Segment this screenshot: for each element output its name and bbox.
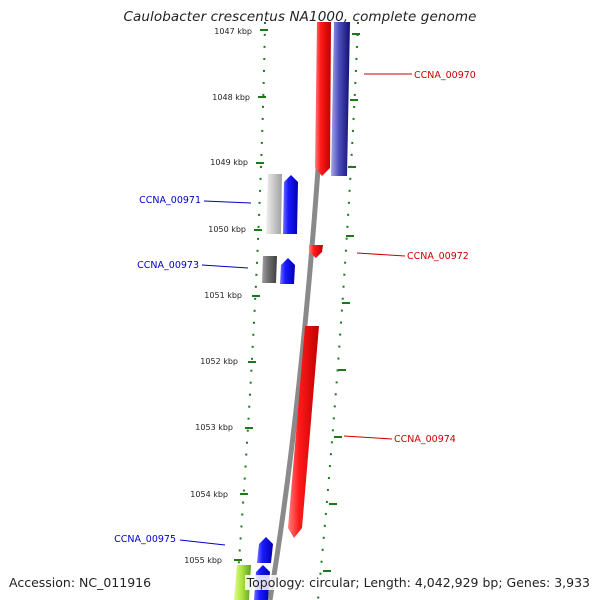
tick-label: 1052 kbp bbox=[200, 357, 238, 366]
tick-label: 1049 kbp bbox=[210, 158, 248, 167]
gene-leader bbox=[203, 200, 252, 204]
tick-label: 1047 kbp bbox=[214, 27, 252, 36]
tick-label: 1054 kbp bbox=[190, 490, 228, 499]
tick-label: 1053 kbp bbox=[195, 423, 233, 432]
gene-ccna-00975[interactable]: CCNA_00975 bbox=[114, 534, 273, 600]
gene-arrow-secondary bbox=[262, 256, 277, 283]
outer-track-left bbox=[235, 21, 266, 600]
gene-arrow bbox=[280, 258, 295, 284]
gene-label: CCNA_00971 bbox=[139, 195, 201, 206]
topology-summary: Topology: circular; Length: 4,042,929 bp… bbox=[244, 575, 590, 590]
gene-label: CCNA_00972 bbox=[407, 251, 469, 262]
gene-label: CCNA_00975 bbox=[114, 534, 176, 545]
gene-arrow bbox=[257, 537, 273, 563]
gene-leader bbox=[356, 252, 406, 257]
gene-label: CCNA_00974 bbox=[394, 434, 456, 445]
gene-arrow bbox=[288, 326, 319, 538]
gene-arrow bbox=[309, 245, 323, 258]
accession-text: Accession: NC_011916 bbox=[9, 575, 152, 590]
gene-ccna-00973[interactable]: CCNA_00973 bbox=[137, 256, 295, 284]
gene-arrow-tail bbox=[234, 565, 251, 600]
genome-title: Caulobacter crescentus NA1000, complete … bbox=[123, 9, 477, 25]
tick-label: 1050 kbp bbox=[208, 225, 246, 234]
gene-arrow-secondary bbox=[331, 22, 350, 176]
gene-ccna-00971[interactable]: CCNA_00971 bbox=[139, 174, 298, 234]
gene-arrow-secondary bbox=[266, 174, 282, 234]
gene-leader bbox=[343, 435, 393, 440]
gene-arrow bbox=[315, 22, 331, 176]
gene-label: CCNA_00970 bbox=[414, 70, 476, 81]
gene-ccna-00970[interactable]: CCNA_00970 bbox=[315, 22, 476, 176]
gene-arrow bbox=[283, 175, 298, 234]
tick-label: 1048 kbp bbox=[212, 93, 250, 102]
tick-label: 1051 kbp bbox=[204, 291, 242, 300]
gene-label: CCNA_00973 bbox=[137, 260, 199, 271]
tick-group: 1047 kbp 1048 kbp 1049 kbp 1050 kbp 1051… bbox=[184, 27, 268, 565]
gene-ccna-00972[interactable]: CCNA_00972 bbox=[309, 245, 469, 262]
gene-ccna-00974[interactable]: CCNA_00974 bbox=[288, 326, 456, 538]
gene-leader bbox=[201, 264, 249, 269]
inner-tick-group bbox=[323, 33, 360, 572]
gene-leader bbox=[179, 539, 226, 546]
tick-label: 1055 kbp bbox=[184, 556, 222, 565]
